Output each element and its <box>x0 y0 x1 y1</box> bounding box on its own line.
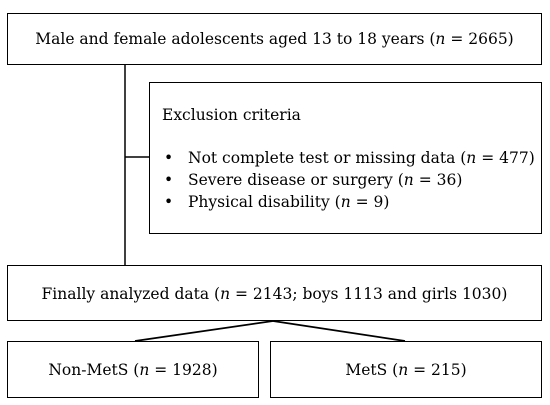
exclusion-title: Exclusion criteria <box>162 106 301 124</box>
exclusion-list: Not complete test or missing data (n = 4… <box>164 147 535 213</box>
analyzed-data-text: Finally analyzed data (n = 2143; boys 11… <box>41 285 508 303</box>
non-mets-text: Non-MetS (n = 1928) <box>48 361 218 379</box>
mets-box: MetS (n = 215) <box>270 341 542 398</box>
exclusion-item: Severe disease or surgery (n = 36) <box>164 169 535 191</box>
non-mets-box: Non-MetS (n = 1928) <box>7 341 259 398</box>
split-line-right <box>272 320 406 342</box>
population-text: Male and female adolescents aged 13 to 1… <box>35 30 514 48</box>
mets-text: MetS (n = 215) <box>345 361 467 379</box>
analyzed-data-box: Finally analyzed data (n = 2143; boys 11… <box>7 265 542 321</box>
population-box: Male and female adolescents aged 13 to 1… <box>7 13 542 65</box>
split-line-left <box>134 320 274 342</box>
exclusion-item: Not complete test or missing data (n = 4… <box>164 147 535 169</box>
exclusion-item: Physical disability (n = 9) <box>164 191 535 213</box>
exclusion-criteria-box: Exclusion criteria Not complete test or … <box>149 82 542 234</box>
